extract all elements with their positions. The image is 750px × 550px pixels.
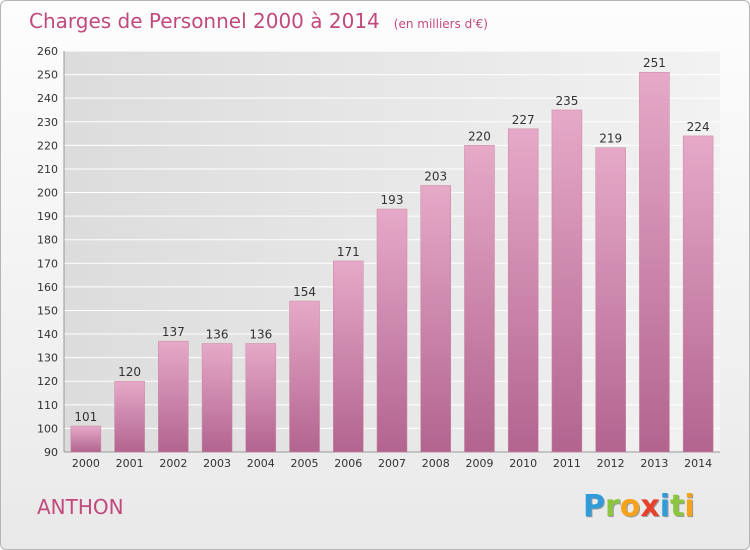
x-tick-label: 2004	[247, 457, 275, 470]
y-tick-label: 230	[37, 116, 58, 129]
y-tick-label: 250	[37, 69, 58, 82]
x-tick-label: 2002	[159, 457, 187, 470]
y-tick-label: 140	[37, 328, 58, 341]
x-tick-label: 2010	[509, 457, 537, 470]
y-tick-label: 180	[37, 234, 58, 247]
bar	[507, 128, 539, 453]
bar	[333, 260, 364, 453]
bar	[158, 340, 189, 453]
x-tick-label: 2007	[378, 457, 406, 470]
y-tick-label: 130	[37, 352, 58, 365]
x-tick-label: 2005	[291, 457, 319, 470]
bar	[682, 135, 714, 453]
data-label: 101	[74, 410, 97, 424]
y-tick-label: 190	[37, 210, 58, 223]
x-tick-label: 2013	[640, 457, 668, 470]
y-tick-label: 200	[37, 187, 58, 200]
x-tick-label: 2003	[203, 457, 231, 470]
y-tick-label: 220	[37, 139, 58, 152]
x-tick-label: 2001	[116, 457, 144, 470]
bar	[70, 425, 102, 453]
chart-title: Charges de Personnel 2000 à 2014 (en mill…	[29, 9, 488, 33]
y-tick-label: 160	[37, 281, 58, 294]
x-tick-label: 2014	[684, 457, 712, 470]
logo-letter: r	[605, 489, 620, 524]
x-tick-label: 2008	[422, 457, 450, 470]
bar	[201, 343, 233, 453]
bar	[289, 300, 320, 453]
proxiti-logo: Proxiti	[583, 489, 695, 524]
data-label: 136	[206, 327, 229, 341]
y-tick-label: 120	[37, 375, 58, 388]
data-label: 120	[118, 365, 141, 379]
x-tick-label: 2009	[465, 457, 493, 470]
bar	[464, 145, 495, 453]
logo-letter: o	[619, 489, 641, 524]
bar	[639, 71, 670, 453]
x-axis-ticks: 2000 2001 2002 2003 2004 2005 2006 2007 2008 2009…	[72, 457, 712, 470]
data-label: 154	[293, 285, 316, 299]
bar	[420, 185, 451, 453]
x-tick-label: 2011	[553, 457, 581, 470]
data-label: 136	[249, 327, 272, 341]
data-label: 171	[337, 245, 360, 259]
data-label: 224	[687, 120, 710, 134]
bar	[551, 109, 583, 453]
logo-letter: P	[583, 489, 605, 524]
bar	[114, 380, 145, 453]
data-label: 235	[555, 94, 578, 108]
y-tick-label: 240	[37, 92, 58, 105]
data-labels: 101 120 137 136 136 154 171 193 203 220 227 235 219 2…	[74, 56, 709, 424]
data-label: 193	[381, 193, 404, 207]
bar	[595, 147, 626, 453]
y-tick-label: 150	[37, 304, 58, 317]
data-label: 203	[424, 169, 447, 183]
data-label: 227	[512, 113, 535, 127]
data-label: 251	[643, 56, 666, 70]
logo-letter: i	[684, 489, 695, 524]
chart-title-text: Charges de Personnel 2000 à 2014	[29, 9, 380, 33]
bar	[376, 208, 408, 453]
y-tick-label: 110	[37, 399, 58, 412]
y-tick-label: 260	[37, 45, 58, 58]
bar	[245, 343, 277, 453]
data-label: 220	[468, 129, 491, 143]
data-label: 219	[599, 132, 622, 146]
data-label: 137	[162, 325, 185, 339]
logo-letter: t	[670, 489, 685, 524]
y-tick-label: 100	[37, 422, 58, 435]
chart-subtitle: (en milliers d'€)	[393, 17, 488, 31]
x-tick-label: 2006	[334, 457, 362, 470]
y-axis-ticks: 90 100 110 120 130 140 150 160 170 180 190 200 210 22…	[37, 45, 58, 459]
y-tick-label: 170	[37, 257, 58, 270]
y-tick-label: 90	[44, 446, 58, 459]
x-tick-label: 2000	[72, 457, 100, 470]
x-tick-label: 2012	[597, 457, 625, 470]
logo-letter: i	[659, 489, 671, 524]
commune-name: ANTHON	[37, 495, 124, 519]
logo-letter: x	[640, 489, 660, 524]
bars	[70, 71, 714, 453]
y-tick-label: 210	[37, 163, 58, 176]
